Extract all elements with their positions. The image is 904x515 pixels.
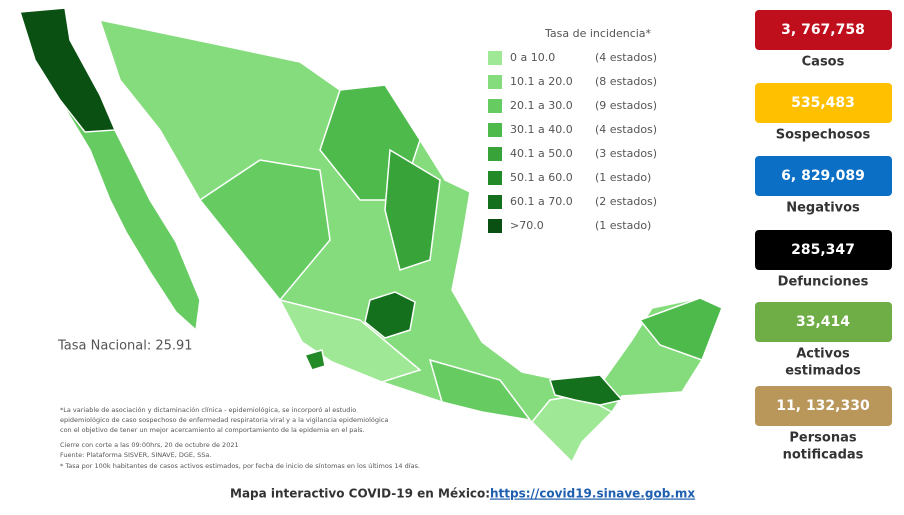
- region-dark: [303, 349, 326, 371]
- legend-count: (9 estados): [595, 99, 657, 112]
- note: Fuente: Plataforma SISVER, SINAVE, DGE, …: [60, 451, 211, 459]
- region: [530, 394, 614, 464]
- legend-range: 40.1 a 50.0: [510, 147, 573, 160]
- region: [428, 358, 532, 422]
- stat-box: [755, 83, 892, 123]
- region-dark: [548, 374, 624, 406]
- stat-value: 6, 829,089: [781, 168, 865, 184]
- footer-link[interactable]: https://covid19.sinave.gob.mx: [490, 487, 695, 501]
- legend-range: 50.1 a 60.0: [510, 171, 573, 184]
- legend-swatch: [488, 51, 502, 65]
- region: [198, 159, 331, 302]
- legend-swatch: [488, 99, 502, 113]
- note: * Tasa por 100k habitantes de casos acti…: [60, 462, 420, 470]
- stat-label: notificadas: [783, 448, 864, 463]
- national-rate: Tasa Nacional: 25.91: [57, 339, 193, 354]
- legend-count: (2 estados): [595, 195, 657, 208]
- stat-box: [755, 156, 892, 196]
- note: epidemiológico de caso sospechoso de enf…: [60, 416, 388, 424]
- legend-swatch: [488, 219, 502, 233]
- legend-range: 20.1 a 30.0: [510, 99, 573, 112]
- footer-text: Mapa interactivo COVID-19 en México:: [230, 487, 490, 501]
- stat-label: Casos: [802, 55, 845, 70]
- legend-count: (8 estados): [595, 75, 657, 88]
- stat-box: [755, 386, 892, 426]
- stat-label: estimados: [785, 364, 861, 379]
- legend-swatch: [488, 195, 502, 209]
- stat-value: 11, 132,330: [776, 398, 870, 414]
- stat-label: Personas: [789, 431, 856, 446]
- legend-swatch: [488, 75, 502, 89]
- stat-label: Defunciones: [778, 275, 869, 290]
- stat-label: Activos: [796, 347, 850, 362]
- note: Cierre con corte a las 09:00hrs, 20 de o…: [60, 441, 239, 449]
- legend-swatch: [488, 123, 502, 137]
- legend-count: (3 estados): [595, 147, 657, 160]
- legend-range: 10.1 a 20.0: [510, 75, 573, 88]
- legend-swatch: [488, 147, 502, 161]
- legend-range: 60.1 a 70.0: [510, 195, 573, 208]
- region-dark: [19, 7, 117, 133]
- region: [278, 298, 422, 383]
- legend-count: (1 estado): [595, 171, 651, 184]
- stat-label: Sospechosos: [776, 128, 871, 143]
- region: [638, 297, 723, 361]
- stats: 3, 767,758 Casos 535,483 Sospechosos 6, 829,…: [755, 10, 892, 463]
- note: *La variable de asociación y dictaminaci…: [60, 406, 356, 414]
- legend-count: (4 estados): [595, 51, 657, 64]
- notes: *La variable de asociación y dictaminaci…: [60, 406, 420, 470]
- legend-range: 0 a 10.0: [510, 51, 555, 64]
- legend-count: (1 estado): [595, 219, 651, 232]
- legend-count: (4 estados): [595, 123, 657, 136]
- stat-box: [755, 302, 892, 342]
- legend-swatch: [488, 171, 502, 185]
- region: [384, 148, 441, 271]
- stat-value: 33,414: [796, 314, 850, 330]
- stat-box: [755, 230, 892, 270]
- legend: 0 a 10.0 (4 estados) 10.1 a 20.0 (8 estados…: [488, 51, 657, 233]
- legend-title: Tasa de incidencia*: [544, 27, 652, 40]
- stat-value: 3, 767,758: [781, 22, 865, 38]
- stat-label: Negativos: [786, 201, 860, 216]
- legend-range: >70.0: [510, 219, 544, 232]
- stat-value: 535,483: [791, 95, 855, 111]
- map: [19, 7, 723, 464]
- stat-value: 285,347: [791, 242, 855, 258]
- note: con el objetivo de tener un mejor acerca…: [60, 426, 365, 434]
- region-dark: [364, 291, 416, 339]
- stat-box: [755, 10, 892, 50]
- legend-range: 30.1 a 40.0: [510, 123, 573, 136]
